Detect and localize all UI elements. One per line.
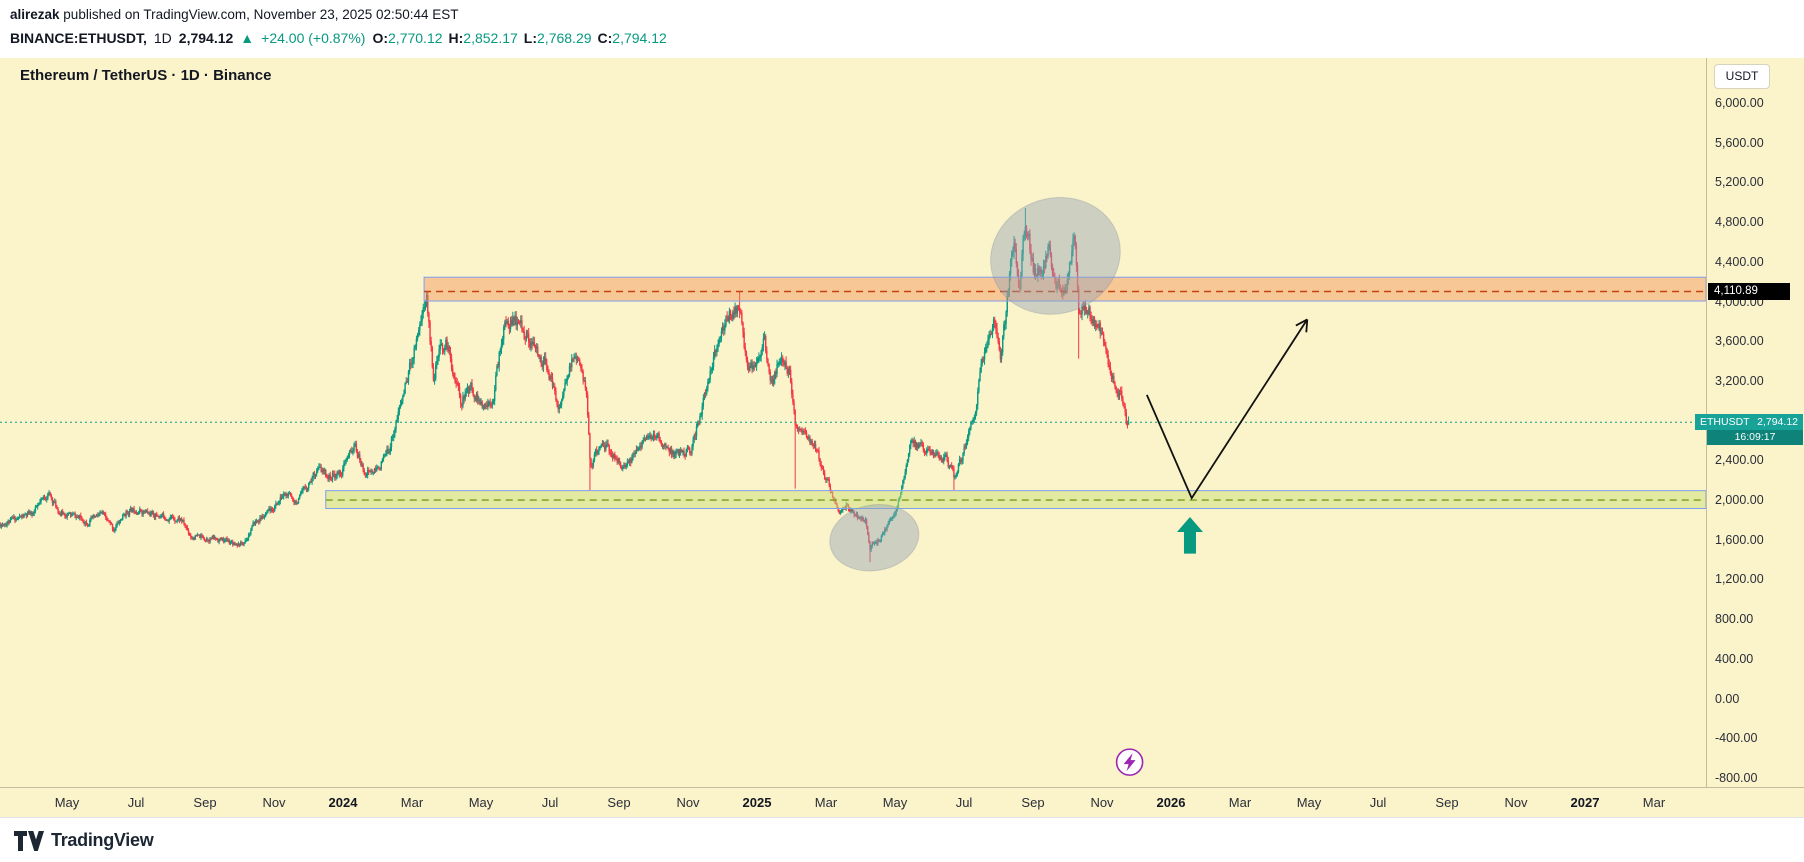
price-tick: 6,000.00: [1715, 96, 1764, 110]
ohlc-value: 2,770.12: [388, 30, 443, 46]
price-label-symbol: ETHUSDT: [1700, 416, 1750, 429]
ohlc-key: H:: [448, 30, 464, 46]
time-axis-label: Sep: [1021, 795, 1045, 810]
ohlc-key: C:: [597, 30, 613, 46]
time-axis-label: Jul: [1369, 795, 1387, 810]
time-axis-label: May: [468, 795, 494, 810]
time-axis-label: Mar: [1228, 795, 1252, 810]
time-axis-label: 2025: [742, 795, 772, 810]
tradingview-logo-icon: [14, 830, 44, 851]
resistance-price-label: 4,110.89: [1708, 283, 1790, 301]
time-axis-label: May: [1296, 795, 1322, 810]
price-tick: 4,400.00: [1715, 254, 1764, 269]
price-tick: 800.00: [1715, 612, 1754, 627]
author-name: alirezak: [10, 7, 60, 22]
last-price: 2,794.12: [178, 30, 234, 46]
tradingview-logo[interactable]: TradingView: [14, 830, 154, 851]
time-axis-label: Jul: [127, 795, 145, 810]
price-tick: 1,600.00: [1715, 532, 1764, 547]
price-tick: 5,200.00: [1715, 175, 1764, 190]
ohlc-value: 2,852.17: [463, 30, 518, 46]
ohlc-key: L:: [523, 30, 538, 46]
ohlc-key: O:: [372, 30, 389, 46]
price-tick: 400.00: [1715, 651, 1754, 666]
symbol-name: BINANCE:ETHUSDT,: [10, 30, 147, 46]
price-tick: 2,400.00: [1715, 453, 1764, 468]
tradingview-wordmark[interactable]: TradingView: [51, 830, 154, 850]
price-tick: 2,000.00: [1715, 493, 1764, 508]
ohlc-value: 2,794.12: [612, 30, 667, 46]
price-tick: 3,200.00: [1715, 373, 1764, 388]
price-tick: 4,800.00: [1715, 215, 1764, 230]
price-tick: 1,200.00: [1715, 572, 1764, 587]
time-axis-label: 2027: [1570, 795, 1600, 810]
time-axis-label: 2024: [328, 795, 358, 810]
bar-countdown: 16:09:17: [1707, 430, 1803, 446]
time-axis-label: 2026: [1156, 795, 1186, 810]
last-price-label: ETHUSDT 2,794.12 16:09:17: [1695, 414, 1803, 446]
candlestick-chart[interactable]: [0, 58, 1706, 787]
time-axis-label: Sep: [607, 795, 631, 810]
time-axis-label: Sep: [193, 795, 217, 810]
price-tick: -800.00: [1715, 770, 1758, 785]
price-tick: -400.00: [1715, 731, 1758, 746]
time-axis[interactable]: May Jul Sep Nov 2024 Mar May Jul Sep Nov 2025 Mar Ma…: [0, 787, 1804, 818]
change-value: +24.00 (+0.87%): [261, 30, 366, 46]
ohlc-values: O:2,770.12 H:2,852.17 L:2,768.29 C:2,794.12: [372, 30, 672, 46]
price-tick: 0.00: [1715, 691, 1740, 706]
time-axis-label: Mar: [1642, 795, 1666, 810]
time-axis-label: Mar: [814, 795, 838, 810]
time-axis-label: Nov: [1090, 795, 1114, 810]
price-tick: 5,600.00: [1715, 135, 1764, 150]
symbol-bar: BINANCE:ETHUSDT, 1D 2,794.12 ▲ +24.00 (+…: [10, 30, 673, 46]
time-axis-label: Jul: [541, 795, 559, 810]
chart-title: Ethereum / TetherUS · 1D · Binance: [20, 67, 272, 84]
footer: TradingView: [0, 817, 1804, 862]
ohlc-value: 2,768.29: [537, 30, 592, 46]
time-axis-label: Nov: [1504, 795, 1528, 810]
publish-info: published on TradingView.com, November 2…: [59, 7, 459, 22]
time-axis-label: Jul: [955, 795, 973, 810]
change-arrow-icon: ▲: [240, 30, 255, 46]
price-axis[interactable]: USDT 4,110.89 ETHUSDT 2,794.12 16:09:17 …: [1695, 58, 1804, 787]
time-axis-label: Mar: [400, 795, 424, 810]
time-axis-label: Nov: [262, 795, 286, 810]
unit-toggle-button[interactable]: USDT: [1714, 64, 1770, 89]
time-axis-label: May: [54, 795, 80, 810]
time-axis-label: Nov: [676, 795, 700, 810]
publish-bar: alirezak published on TradingView.com, N…: [10, 7, 459, 22]
interval-label: 1D: [153, 30, 172, 46]
price-label-value: 2,794.12: [1757, 416, 1798, 429]
price-tick: 3,600.00: [1715, 334, 1764, 349]
time-axis-label: May: [882, 795, 908, 810]
time-axis-label: Sep: [1435, 795, 1459, 810]
